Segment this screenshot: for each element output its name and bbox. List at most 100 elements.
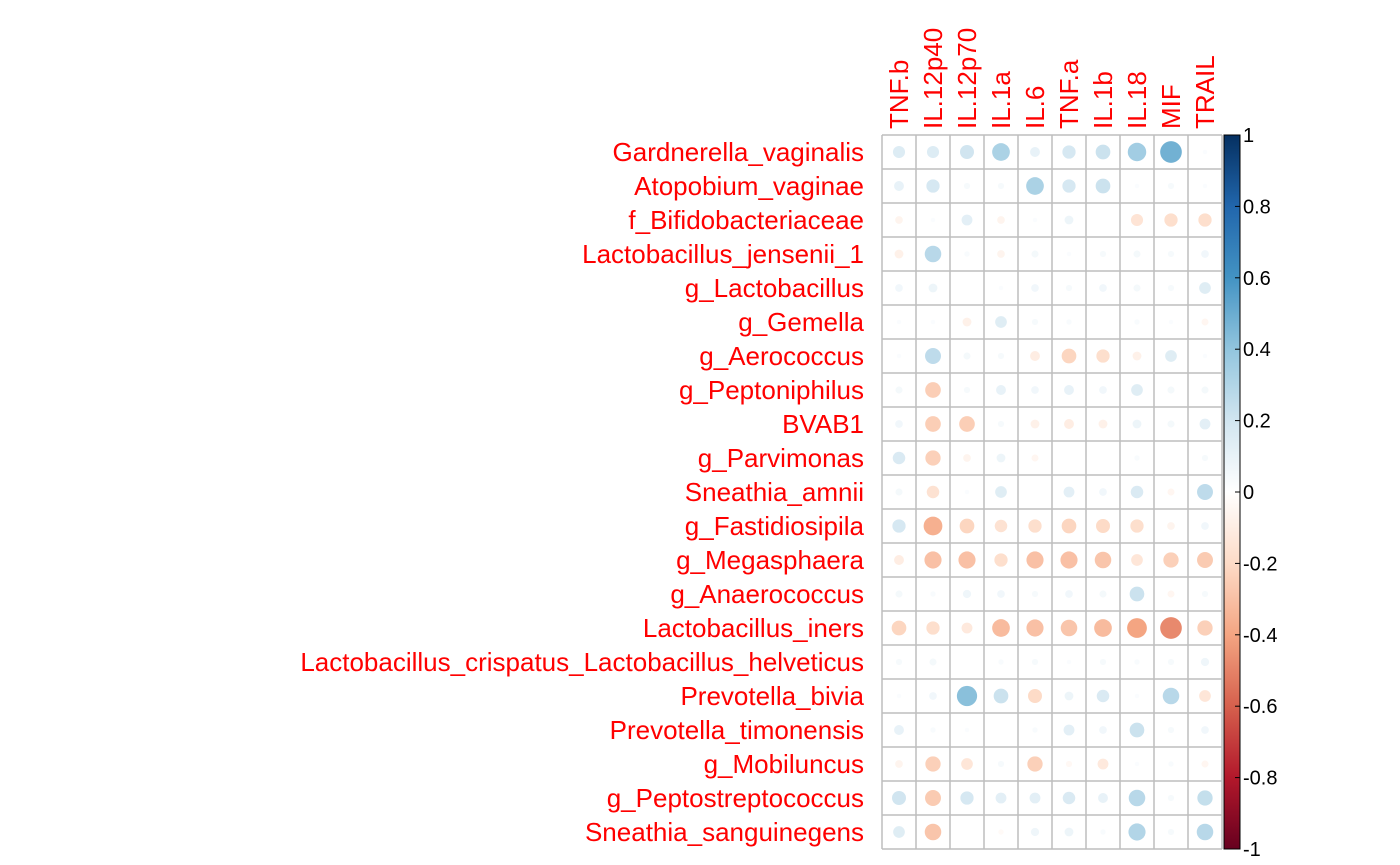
correlation-circle (1026, 551, 1044, 569)
correlation-circle (895, 284, 903, 292)
correlation-circle (1099, 488, 1107, 496)
correlation-circle (896, 319, 902, 325)
correlation-circle (1132, 351, 1142, 361)
correlation-circle (1167, 828, 1175, 836)
correlation-circle (1201, 522, 1209, 530)
correlation-circle (1064, 385, 1074, 395)
correlation-circle (929, 692, 937, 700)
correlation-circle (892, 791, 906, 805)
correlation-circle (926, 145, 940, 159)
grid (881, 134, 1223, 850)
correlation-circle (895, 658, 903, 666)
correlation-circle (998, 285, 1004, 291)
row-label: Prevotella_bivia (680, 681, 864, 711)
correlation-circle (892, 451, 906, 465)
column-label: TRAIL (1190, 55, 1220, 129)
correlation-circle (1197, 790, 1213, 806)
column-label: TNF.a (1054, 59, 1084, 129)
correlation-circle (997, 216, 1005, 224)
correlation-circle (997, 760, 1005, 768)
column-labels: TNF.b IL.12p40 IL.12p70 IL.1a IL.6 TNF.a IL.1b… (884, 28, 1220, 129)
correlation-circle (1168, 319, 1174, 325)
correlation-circle (1032, 727, 1038, 733)
correlation-circle (1099, 726, 1107, 734)
correlation-circle (926, 621, 940, 635)
row-label: Prevotella_timonensis (610, 715, 864, 745)
correlation-circle (996, 453, 1006, 463)
colorbar-tick-label: 1 (1243, 125, 1254, 147)
correlation-circle (1028, 519, 1042, 533)
colorbar-tick-label: -0.4 (1243, 625, 1277, 647)
correlation-circle (997, 590, 1005, 598)
correlation-circle (1095, 144, 1111, 160)
correlation-circle (992, 619, 1010, 637)
correlation-circle (1060, 619, 1078, 637)
correlation-circle (1197, 484, 1213, 500)
correlation-circle (895, 420, 903, 428)
correlation-circle (1201, 590, 1209, 598)
colorbar-tick-label: -0.2 (1243, 553, 1277, 575)
correlation-circle (1131, 554, 1143, 566)
row-label: Lactobacillus_jensenii_1 (582, 239, 864, 269)
correlation-circle (959, 518, 975, 534)
correlation-circle (1064, 215, 1074, 225)
correlation-circle (1133, 284, 1141, 292)
correlation-circle (964, 727, 970, 733)
correlation-circle (1064, 827, 1074, 837)
correlation-circle (1097, 758, 1109, 770)
correlation-circle (1167, 182, 1175, 190)
correlation-circle (894, 249, 904, 259)
column-label: MIF (1156, 84, 1186, 129)
correlation-circle (956, 685, 978, 707)
correlation-circle (963, 182, 971, 190)
correlation-circle (958, 551, 976, 569)
correlation-circle (1029, 792, 1041, 804)
column-label: IL.18 (1122, 71, 1152, 129)
correlation-circle (895, 590, 903, 598)
row-label: Atopobium_vaginae (634, 171, 864, 201)
correlation-circle (1167, 420, 1175, 428)
correlation-circle (1030, 419, 1040, 429)
correlation-circle (1063, 486, 1075, 498)
correlation-circle (959, 416, 975, 432)
correlation-circle (1065, 590, 1073, 598)
correlation-circle (1026, 177, 1044, 195)
row-label: Lactobacillus_iners (643, 613, 864, 643)
correlation-circle (925, 416, 941, 432)
correlation-circle (997, 250, 1005, 258)
correlation-circle (1031, 454, 1039, 462)
correlation-circle (930, 591, 936, 597)
correlation-circle (1131, 384, 1143, 396)
correlation-circle (961, 622, 973, 634)
correlation-circle (994, 553, 1008, 567)
correlation-circle (962, 317, 972, 327)
correlation-circle (925, 790, 941, 806)
correlation-circle (1098, 793, 1108, 803)
correlation-circle (1098, 419, 1108, 429)
correlation-circle (1134, 319, 1140, 325)
correlation-circle (1027, 756, 1043, 772)
correlation-circle (929, 658, 937, 666)
correlation-circle (1096, 689, 1110, 703)
correlation-circle (1201, 318, 1209, 326)
correlation-circle (1096, 349, 1110, 363)
row-label: Gardnerella_vaginalis (613, 137, 864, 167)
correlation-circle (1129, 722, 1145, 738)
correlation-circle (1163, 552, 1179, 568)
correlation-circle (1128, 823, 1146, 841)
correlation-circle (1032, 217, 1038, 223)
correlation-circle (960, 145, 974, 159)
correlation-circle (892, 145, 906, 159)
row-label: g_Aerococcus (699, 341, 864, 371)
row-label: BVAB1 (782, 409, 864, 439)
correlation-circle (1064, 419, 1074, 429)
correlation-circle (1063, 724, 1075, 736)
correlation-circle (995, 486, 1007, 498)
correlation-circle (1167, 284, 1175, 292)
correlation-circle (1066, 251, 1072, 257)
correlation-circle (924, 551, 942, 569)
row-label: g_Lactobacillus (685, 273, 864, 303)
correlation-circle (1096, 519, 1110, 533)
correlation-circle (1199, 690, 1211, 702)
correlation-circle (1132, 419, 1142, 429)
